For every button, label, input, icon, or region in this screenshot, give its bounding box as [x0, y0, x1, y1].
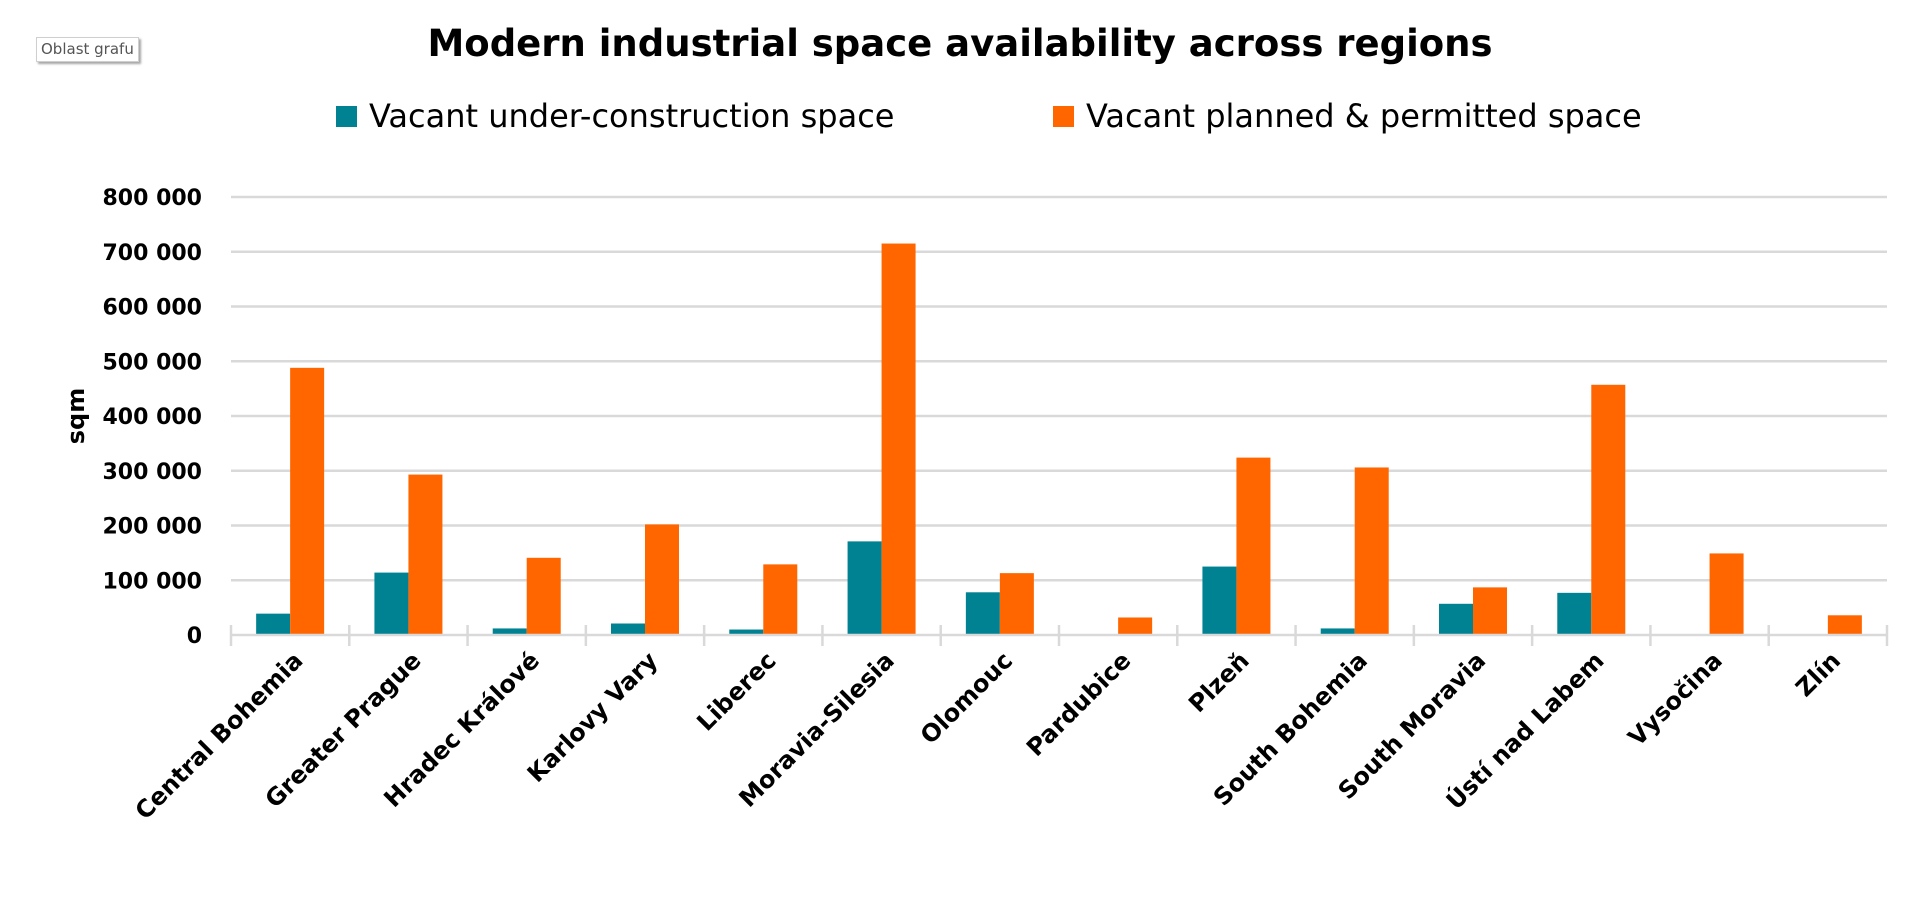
y-tick-label: 100 000 — [102, 569, 202, 594]
bar-planned-permitted — [1473, 587, 1507, 635]
bar-planned-permitted — [290, 367, 325, 635]
bar-planned-permitted — [645, 524, 679, 635]
bar-planned-permitted — [1591, 384, 1626, 635]
legend-item: Vacant planned & permitted space — [1053, 97, 1642, 135]
chart-area-tooltip: Oblast grafu — [36, 37, 139, 62]
bar-under-construction — [1320, 628, 1355, 635]
bar-under-construction — [256, 613, 291, 635]
bar-planned-permitted — [763, 564, 798, 635]
bar-planned-permitted — [1827, 615, 1862, 635]
x-tick-label: Pardubice — [1021, 646, 1136, 761]
legend-label: Vacant under-construction space — [369, 97, 894, 135]
bar-under-construction — [1439, 603, 1473, 635]
gridlines — [231, 195, 1887, 582]
y-tick-label: 300 000 — [102, 460, 202, 485]
x-tick-label: Plzeň — [1183, 646, 1255, 718]
bar-under-construction — [1557, 592, 1592, 635]
bar-planned-permitted — [1354, 467, 1389, 635]
x-tick-label: Olomouc — [915, 646, 1018, 749]
legend-item: Vacant under-construction space — [336, 97, 894, 135]
bar-under-construction — [492, 628, 527, 635]
bar-planned-permitted — [999, 573, 1034, 635]
bar-planned-permitted — [881, 243, 916, 635]
chart-title: Modern industrial space availability acr… — [427, 22, 1492, 65]
y-tick-label: 700 000 — [102, 241, 202, 266]
bar-planned-permitted — [408, 474, 443, 635]
y-tick-label: 200 000 — [102, 515, 202, 540]
bar-under-construction — [611, 623, 645, 635]
legend-label: Vacant planned & permitted space — [1086, 97, 1642, 135]
bar-under-construction — [965, 592, 1000, 635]
y-tick-label: 600 000 — [102, 296, 202, 321]
bar-planned-permitted — [1118, 617, 1153, 635]
bar-under-construction — [729, 629, 764, 635]
bar-planned-permitted — [1236, 457, 1271, 635]
bar-planned-permitted — [1709, 553, 1744, 635]
x-tick-label: Liberec — [691, 646, 781, 736]
y-tick-label: 0 — [187, 624, 202, 649]
x-tick-label: Zlín — [1790, 646, 1846, 702]
y-tick-label: 400 000 — [102, 405, 202, 430]
x-tick-label: Vysočina — [1623, 646, 1728, 751]
legend: Vacant under-construction space Vacant pl… — [336, 97, 1642, 135]
bar-under-construction — [847, 541, 882, 635]
bar-under-construction — [374, 572, 409, 635]
y-tick-label: 800 000 — [102, 186, 202, 211]
y-axis-ticks: 0 100 000 200 000 300 000 400 000 500 000 600 … — [102, 186, 202, 649]
legend-swatch — [336, 106, 357, 127]
legend-swatch — [1053, 106, 1074, 127]
bar-planned-permitted — [526, 557, 561, 635]
bars — [256, 243, 1862, 635]
y-axis-label: sqm — [62, 388, 90, 444]
bar-under-construction — [1202, 566, 1237, 635]
y-tick-label: 500 000 — [102, 350, 202, 375]
x-axis — [229, 625, 1889, 646]
